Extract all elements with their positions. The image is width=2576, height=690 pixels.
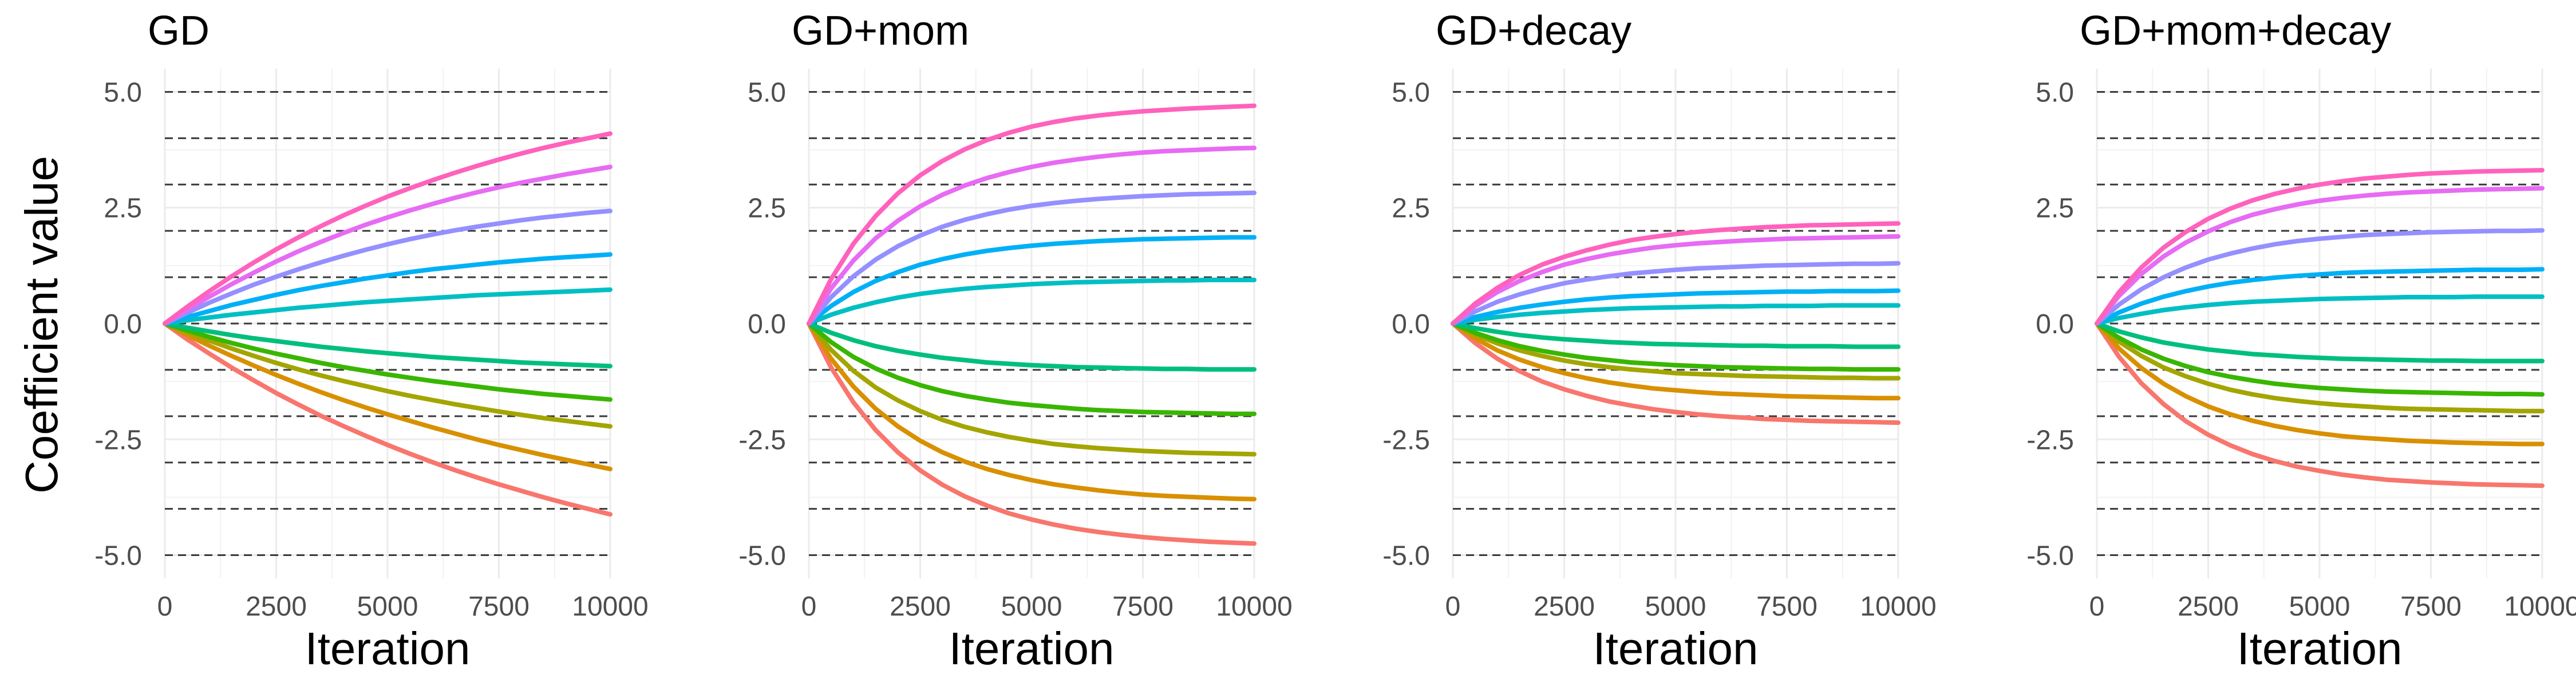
panel-title: GD+mom [792,8,969,54]
panel-1: GD -5.0 -2.5 0.0 2.5 5.0 0 2500 5000 7500 10000 Ite… [94,8,648,674]
y-tick-label: 5.0 [1392,77,1430,108]
x-tick-label: 0 [1445,592,1461,622]
y-tick-label: 0.0 [748,309,786,340]
y-tick-label: 2.5 [2036,194,2074,224]
x-tick-label: 10000 [2504,592,2576,622]
y-tick-label: 5.0 [104,77,142,108]
y-tick-label: -5.0 [2026,541,2074,571]
x-tick-label: 2500 [246,592,307,622]
x-tick-label: 0 [801,592,817,622]
panel-title: GD [148,8,210,54]
x-tick-label: 7500 [2400,592,2462,622]
x-axis-title: Iteration [305,623,470,674]
y-tick-label: -5.0 [94,541,142,571]
x-axis-title: Iteration [1593,623,1758,674]
y-tick-label: -2.5 [94,425,142,455]
panel-2: GD+mom -5.0 -2.5 0.0 2.5 5.0 0 2500 5000 7500 1000… [738,8,1292,674]
x-tick-label: 0 [157,592,173,622]
x-tick-label: 2500 [890,592,951,622]
y-tick-label: 2.5 [104,194,142,224]
x-tick-label: 10000 [1860,592,1936,622]
y-tick-label: -2.5 [2026,425,2074,455]
x-tick-label: 0 [2089,592,2105,622]
x-axis-title: Iteration [949,623,1114,674]
y-tick-label: -2.5 [738,425,786,455]
y-tick-label: 5.0 [748,77,786,108]
panel-title: GD+mom+decay [2080,8,2391,54]
y-tick-label: 0.0 [2036,309,2074,340]
y-tick-label: -2.5 [1382,425,1430,455]
y-tick-label: 0.0 [104,309,142,340]
y-tick-label: 5.0 [2036,77,2074,108]
y-tick-label: 2.5 [748,194,786,224]
y-tick-label: 0.0 [1392,309,1430,340]
x-tick-label: 5000 [1001,592,1062,622]
x-tick-label: 5000 [2289,592,2350,622]
x-tick-label: 10000 [572,592,648,622]
panel-4: GD+mom+decay -5.0 -2.5 0.0 2.5 5.0 0 2500 5000 75… [2026,8,2576,674]
panel-3: GD+decay -5.0 -2.5 0.0 2.5 5.0 0 2500 5000 7500 10… [1382,8,1936,674]
y-axis-title: Coefficient value [16,156,67,494]
x-tick-label: 10000 [1216,592,1292,622]
x-tick-label: 7500 [468,592,530,622]
x-tick-label: 2500 [2178,592,2239,622]
x-tick-label: 7500 [1112,592,1174,622]
y-tick-label: -5.0 [1382,541,1430,571]
x-tick-label: 7500 [1756,592,1818,622]
x-tick-label: 5000 [1645,592,1706,622]
y-tick-label: 2.5 [1392,194,1430,224]
x-tick-label: 5000 [357,592,418,622]
x-tick-label: 2500 [1534,592,1595,622]
panel-title: GD+decay [1436,8,1631,54]
x-axis-title: Iteration [2237,623,2402,674]
y-tick-label: -5.0 [738,541,786,571]
